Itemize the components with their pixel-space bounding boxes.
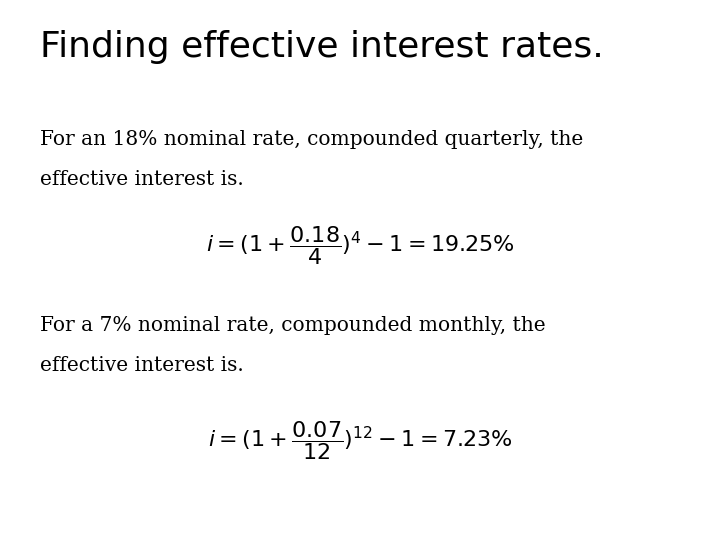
Text: $i = (1 + \dfrac{0.07}{12})^{12} - 1 = 7.23\%$: $i = (1 + \dfrac{0.07}{12})^{12} - 1 = 7…	[208, 418, 512, 462]
Text: effective interest is.: effective interest is.	[40, 170, 243, 189]
Text: effective interest is.: effective interest is.	[40, 356, 243, 375]
Text: For an 18% nominal rate, compounded quarterly, the: For an 18% nominal rate, compounded quar…	[40, 130, 583, 148]
Text: For a 7% nominal rate, compounded monthly, the: For a 7% nominal rate, compounded monthl…	[40, 316, 545, 335]
Text: Finding effective interest rates.: Finding effective interest rates.	[40, 30, 603, 64]
Text: $i = (1 + \dfrac{0.18}{4})^{4} - 1 = 19.25\%$: $i = (1 + \dfrac{0.18}{4})^{4} - 1 = 19.…	[206, 224, 514, 267]
